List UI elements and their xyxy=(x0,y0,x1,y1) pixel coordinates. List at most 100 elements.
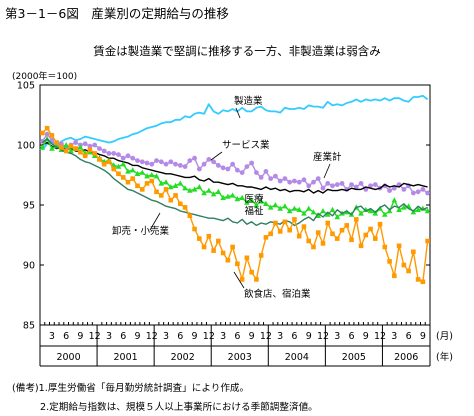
data-point xyxy=(292,217,297,222)
data-point xyxy=(153,173,160,179)
data-point xyxy=(148,172,155,178)
data-point xyxy=(196,184,203,190)
data-point xyxy=(158,193,164,198)
data-point xyxy=(68,148,74,154)
data-point xyxy=(239,170,245,176)
data-point xyxy=(229,192,236,198)
data-point xyxy=(263,200,269,206)
data-point xyxy=(372,182,378,188)
data-point xyxy=(220,250,226,256)
data-point xyxy=(182,205,188,210)
data-point xyxy=(329,206,336,212)
data-point xyxy=(311,179,316,185)
data-point xyxy=(125,179,131,185)
data-point xyxy=(410,209,417,215)
data-point xyxy=(386,208,393,214)
month-tick-label: 6 xyxy=(120,331,126,342)
figure-title: 第3－1－6図 産業別の定期給与の推移 xyxy=(5,6,229,21)
data-point xyxy=(254,277,259,282)
data-point xyxy=(39,139,45,144)
data-point xyxy=(420,279,426,285)
data-point xyxy=(387,188,392,194)
data-point xyxy=(163,187,169,192)
data-point xyxy=(225,257,231,263)
data-point xyxy=(101,161,107,167)
data-point xyxy=(373,236,378,241)
annotation-label: 福祉 xyxy=(244,205,264,217)
data-point xyxy=(129,167,136,173)
data-point xyxy=(320,185,326,191)
y-tick-label: 105 xyxy=(17,81,35,92)
month-tick-label: 9 xyxy=(192,331,198,342)
data-point xyxy=(349,182,354,188)
data-point xyxy=(391,197,398,203)
data-point xyxy=(263,235,269,240)
data-point xyxy=(258,253,264,258)
data-point xyxy=(168,159,174,165)
data-point xyxy=(87,147,93,153)
data-point xyxy=(115,163,122,169)
data-point xyxy=(254,170,259,176)
data-point xyxy=(130,176,136,181)
series-line-manufacturing xyxy=(41,94,429,151)
data-point xyxy=(239,277,245,282)
year-label: 2002 xyxy=(171,352,195,363)
data-point xyxy=(292,178,297,184)
data-point xyxy=(211,248,216,253)
data-point xyxy=(149,161,155,167)
data-point xyxy=(272,202,279,208)
data-point xyxy=(287,179,293,185)
year-label: 2000 xyxy=(56,352,80,363)
data-point xyxy=(101,148,107,154)
data-point xyxy=(320,241,326,246)
data-point xyxy=(63,142,69,148)
month-tick-label: 6 xyxy=(234,331,240,342)
data-point xyxy=(249,269,254,275)
data-point xyxy=(206,233,212,239)
data-point xyxy=(206,157,212,162)
data-point xyxy=(267,204,274,210)
data-point xyxy=(201,161,207,167)
data-point xyxy=(92,142,98,148)
annotation-leader-line xyxy=(235,107,241,119)
data-point xyxy=(330,231,335,237)
data-point xyxy=(306,183,312,189)
data-point xyxy=(230,161,236,167)
data-point xyxy=(244,255,250,261)
annotation-leader-line xyxy=(323,163,331,179)
data-point xyxy=(144,181,150,186)
data-point xyxy=(286,208,293,214)
data-point xyxy=(225,166,231,172)
data-point xyxy=(144,173,150,179)
data-point xyxy=(177,180,184,186)
year-label: 2004 xyxy=(285,352,309,363)
data-point xyxy=(324,211,331,217)
data-point xyxy=(39,144,46,150)
data-point xyxy=(273,220,278,226)
month-tick-label: 3 xyxy=(163,331,169,342)
data-point xyxy=(268,231,273,237)
month-tick-label: 12 xyxy=(260,331,272,342)
data-point xyxy=(82,141,88,147)
data-point xyxy=(296,206,303,212)
year-label: 2003 xyxy=(228,352,252,363)
annotation-label: 産業計 xyxy=(313,151,342,163)
data-point xyxy=(391,185,397,191)
data-point xyxy=(120,161,127,167)
data-point xyxy=(315,230,321,235)
data-point xyxy=(149,178,155,184)
data-point xyxy=(220,165,226,171)
data-point xyxy=(368,183,373,189)
series-line-food_lodging xyxy=(41,127,429,283)
y-tick-label: 90 xyxy=(23,261,35,272)
data-point xyxy=(173,161,178,167)
data-point xyxy=(168,197,174,203)
data-point xyxy=(234,196,241,202)
data-point xyxy=(130,155,136,161)
data-point xyxy=(44,131,50,137)
data-point xyxy=(287,227,292,233)
data-point xyxy=(349,237,354,243)
data-point xyxy=(220,194,226,200)
data-point xyxy=(334,182,340,188)
data-point xyxy=(258,175,264,180)
